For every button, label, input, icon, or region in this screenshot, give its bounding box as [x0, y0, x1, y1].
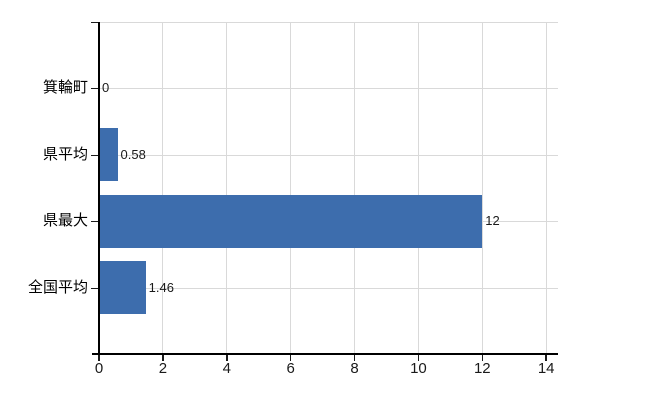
x-axis-tick — [162, 355, 164, 361]
y-axis-tick — [91, 88, 98, 89]
category-label: 箕輪町 — [42, 79, 88, 96]
bar-全国平均 — [99, 261, 146, 314]
x-axis-tick — [481, 355, 484, 361]
x-axis-tick-label: 8 — [350, 360, 359, 377]
gridline-horizontal — [99, 88, 558, 89]
gridline-top — [99, 22, 558, 23]
x-axis-tick — [353, 355, 356, 361]
x-axis-tick — [98, 355, 100, 361]
category-label: 全国平均 — [27, 279, 88, 296]
gridline-vertical — [290, 22, 292, 354]
category-label: 県最大 — [42, 212, 88, 229]
gridline-vertical — [226, 22, 228, 354]
x-axis-tick-label: 14 — [537, 360, 555, 377]
x-axis-tick-label: 12 — [473, 360, 491, 377]
gridline-vertical — [162, 22, 164, 354]
bar-県平均 — [99, 128, 118, 181]
category-label: 県平均 — [42, 146, 88, 163]
y-axis-tick — [91, 22, 98, 23]
y-axis-line — [98, 22, 100, 360]
y-axis-tick — [91, 155, 98, 156]
x-axis-tick-label: 4 — [222, 360, 231, 377]
bar-value-label: 0 — [102, 80, 110, 95]
bar-value-label: 0.58 — [120, 147, 146, 162]
x-axis-tick-label: 0 — [94, 360, 104, 377]
gridline-horizontal — [99, 288, 558, 289]
x-axis-tick — [289, 355, 292, 361]
x-axis-tick — [545, 355, 547, 361]
gridline-vertical — [481, 22, 483, 354]
y-axis-tick — [91, 288, 98, 289]
x-axis-tick — [226, 355, 228, 361]
bar-県最大 — [99, 195, 483, 248]
gridline-horizontal — [99, 155, 558, 156]
x-axis-tick-label: 2 — [158, 360, 168, 377]
x-axis-tick-label: 6 — [286, 360, 295, 377]
bar-value-label: 1.46 — [148, 280, 174, 295]
x-axis-tick-label: 10 — [410, 360, 427, 377]
plot-area: 0 0.58 12 1.46 — [99, 22, 558, 354]
gridline-vertical — [545, 22, 547, 354]
gridline-vertical — [354, 22, 356, 354]
x-axis-line — [92, 353, 558, 355]
gridline-vertical — [417, 22, 419, 354]
bar-value-label: 12 — [485, 213, 500, 228]
x-axis-tick — [417, 355, 420, 361]
y-axis-tick — [91, 221, 98, 222]
